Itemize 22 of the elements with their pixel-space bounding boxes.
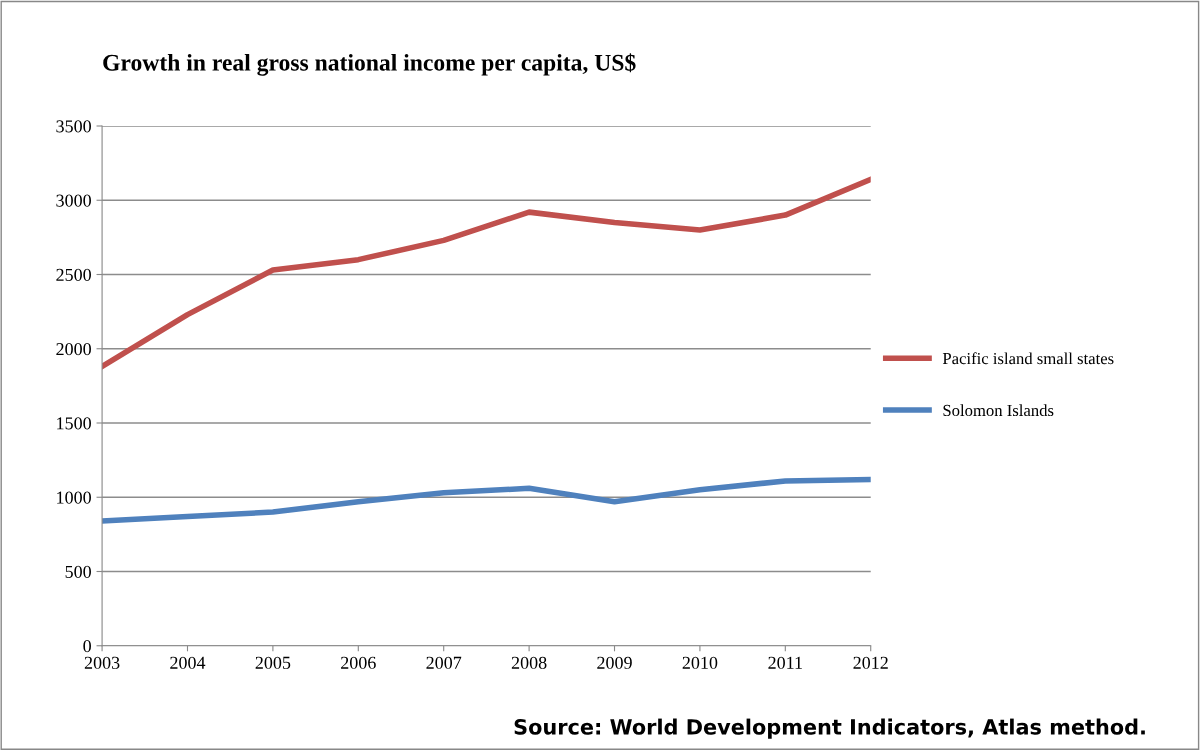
x-tick-label: 2010 [682,656,718,669]
x-tick-label: 2008 [511,656,547,669]
x-tick-label: 2012 [853,656,888,669]
chart-title: Growth in real gross national income per capita, US$ [103,53,636,76]
y-tick-label: 500 [65,565,91,578]
x-tick-label: 2006 [341,656,376,669]
x-tick-label: 2005 [255,656,291,669]
y-tick-label: 2000 [56,343,91,356]
x-tick-label: 2011 [768,656,802,669]
y-tick-label: 0 [83,640,91,653]
x-tick-label: 2007 [426,656,462,669]
source-note: Source: World Development Indicators, Atlas method. [514,718,1145,739]
legend-label: Pacific island small states [942,352,1114,365]
y-tick-label: 2500 [56,268,91,281]
y-tick-label: 3000 [56,194,91,207]
y-tick-label: 1500 [57,417,91,430]
y-tick-label: 3500 [56,120,91,133]
x-tick-label: 2004 [170,656,206,669]
legend-label: Solomon Islands [943,404,1054,417]
y-tick-label: 1000 [57,491,91,504]
x-tick-label: 2009 [597,656,632,669]
x-tick-label: 2003 [84,656,120,669]
